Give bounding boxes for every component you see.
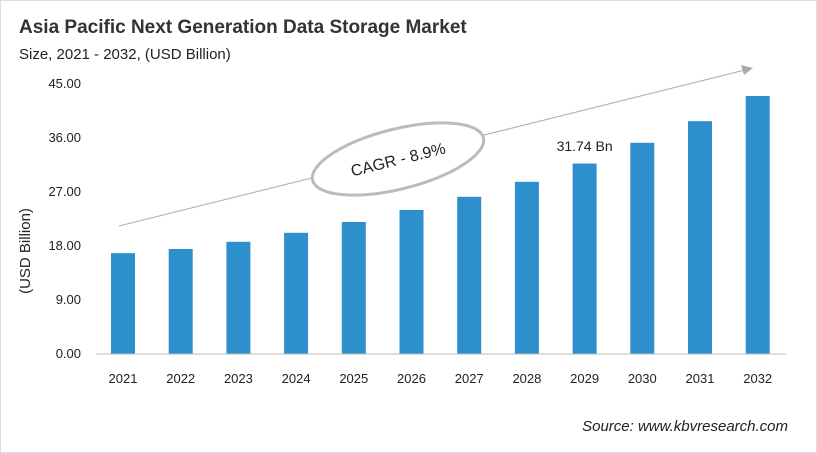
y-tick-label: 45.00 [48,76,81,91]
y-tick-label: 36.00 [48,130,81,145]
bar-2027 [457,196,482,354]
source-note: Source: www.kbvresearch.com [582,418,788,435]
x-tick-label: 2030 [628,371,657,386]
bar-2022 [168,249,193,354]
x-tick-label: 2021 [109,371,138,386]
chart-title: Asia Pacific Next Generation Data Storag… [19,17,467,38]
x-tick-label: 2031 [686,371,715,386]
bar-2031 [688,121,712,354]
x-tick-label: 2026 [397,371,426,386]
y-tick-label: 27.00 [48,184,81,199]
y-tick-label: 0.00 [56,346,81,361]
value-label-2029: 31.74 Bn [557,138,613,154]
cagr-ellipse [310,121,486,197]
x-tick-label: 2028 [512,371,541,386]
x-tick-label: 2029 [570,371,599,386]
bar-2032 [745,96,770,354]
x-tick-label: 2027 [455,371,484,386]
bar-2028 [514,181,539,354]
x-tick-label: 2022 [166,371,195,386]
x-tick-label: 2025 [339,371,368,386]
bar-2029 [572,163,597,354]
x-tick-label: 2023 [224,371,253,386]
bar-2030 [630,142,655,354]
bar-2024 [284,232,309,354]
x-tick-label: 2024 [282,371,311,386]
bar-2025 [341,222,366,354]
trend-arrowhead [741,65,753,75]
y-tick-label: 9.00 [56,292,81,307]
y-axis-label: (USD Billion) [17,208,34,294]
bar-2021 [111,253,135,354]
y-tick-label: 18.00 [48,238,81,253]
bar-2023 [226,241,251,354]
chart-subtitle: Size, 2021 - 2032, (USD Billion) [19,46,231,63]
x-tick-label: 2032 [743,371,772,386]
bar-2026 [399,210,424,354]
